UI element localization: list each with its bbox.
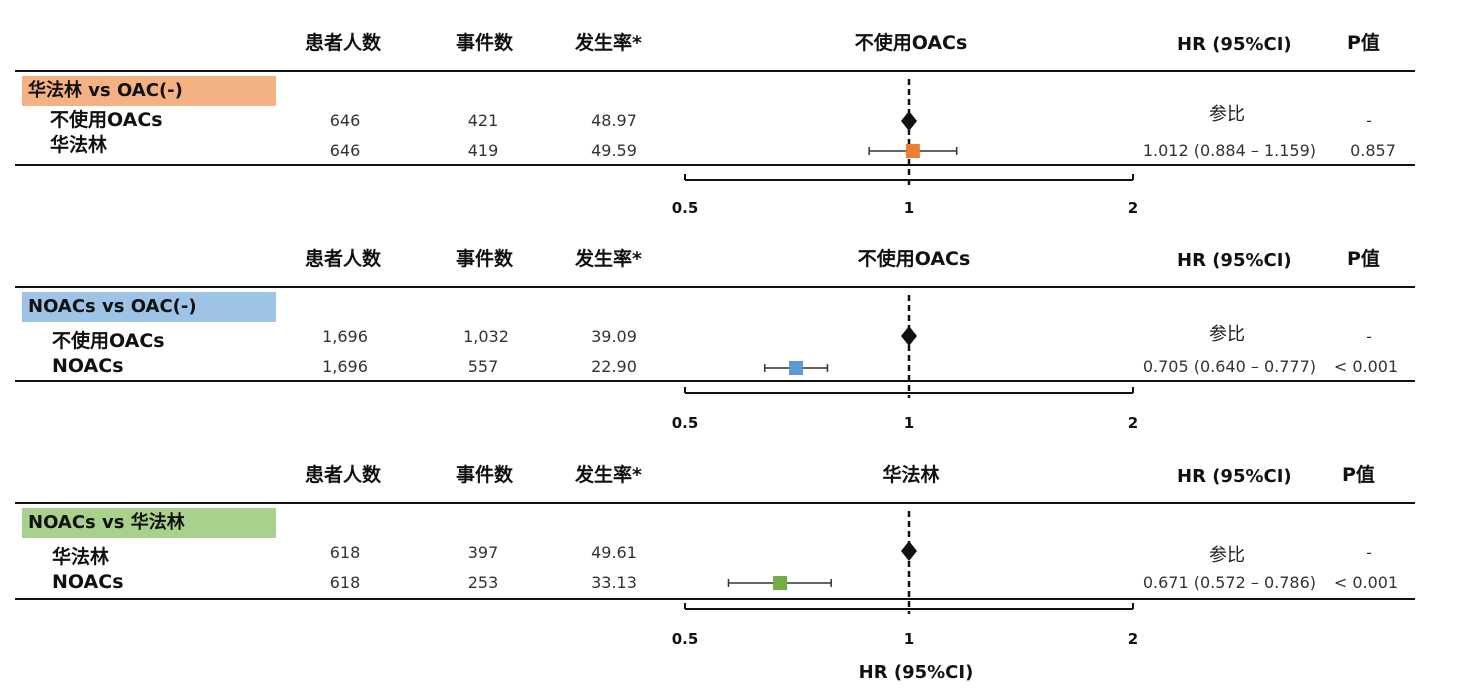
axis-tick-label: 0.5 (671, 630, 699, 648)
cell-rate: 49.61 (591, 543, 637, 562)
row-label-treatment: NOACs (52, 355, 124, 377)
header-events: 事件数 (456, 464, 514, 486)
comparison-band-orange (22, 76, 276, 106)
cell-hr-reference: 参比 (1209, 324, 1245, 345)
comparison-label: NOACs vs OAC(-) (28, 296, 197, 317)
axis-tick-label: 0.5 (671, 414, 699, 432)
axis-tick-label: 1 (903, 630, 915, 648)
comparison-label: 华法林 vs OAC(-) (28, 80, 183, 101)
reference-diamond (901, 111, 917, 131)
header-center-label: 不使用OACs (857, 248, 971, 270)
header-hr: HR (95%CI) (1177, 250, 1292, 271)
forest-panel-3: 患者人数 事件数 发生率* 华法林 HR (95%CI) P值 NOACs vs… (0, 462, 1461, 678)
forest-panel-2: 患者人数 事件数 发生率* 不使用OACs HR (95%CI) P值 NOAC… (0, 246, 1461, 462)
header-hr: HR (95%CI) (1177, 34, 1292, 55)
axis-tick-label: 2 (1127, 199, 1139, 217)
hr-point-marker (773, 576, 788, 590)
axis-tick-label: 2 (1127, 414, 1139, 432)
forest-plot-svg (15, 502, 1415, 614)
header-events: 事件数 (456, 32, 514, 54)
cell-events: 253 (467, 573, 499, 592)
cell-events: 419 (467, 141, 499, 160)
header-rate: 发生率* (575, 464, 642, 486)
forest-plot-svg (15, 286, 1415, 398)
axis-tick-label: 2 (1127, 630, 1139, 648)
header-p: P值 (1347, 32, 1380, 54)
cell-rate: 22.90 (591, 357, 637, 376)
comparison-label: NOACs vs 华法林 (28, 512, 185, 533)
cell-events: 397 (467, 543, 499, 562)
cell-events: 1,032 (463, 327, 509, 346)
forest-plot-svg (15, 70, 1415, 185)
header-events: 事件数 (456, 248, 514, 270)
axis-tick-label: 1 (903, 414, 915, 432)
header-center-label: 华法林 (882, 464, 940, 486)
row-label-reference: 不使用OACs (52, 330, 165, 352)
cell-p: - (1366, 327, 1372, 346)
reference-diamond (901, 326, 917, 346)
cell-patients: 646 (329, 111, 361, 130)
cell-hr: 1.012 (0.884 – 1.159) (1142, 141, 1316, 160)
cell-hr-reference: 参比 (1209, 104, 1245, 125)
header-patients: 患者人数 (305, 248, 382, 270)
row-label-reference: 不使用OACs (50, 109, 163, 131)
header-patients: 患者人数 (305, 32, 382, 54)
cell-rate: 33.13 (591, 573, 637, 592)
axis-tick-label: 0.5 (671, 199, 699, 217)
cell-hr: 0.671 (0.572 – 0.786) (1142, 573, 1316, 592)
header-p: P值 (1347, 248, 1380, 270)
cell-events: 421 (467, 111, 499, 130)
axis-tick-label: 1 (903, 199, 915, 217)
cell-p: - (1366, 111, 1372, 130)
row-label-treatment: NOACs (52, 571, 124, 593)
cell-p: < 0.001 (1333, 357, 1399, 376)
header-center-label: 不使用OACs (854, 32, 968, 54)
header-p: P值 (1342, 464, 1375, 486)
row-label-reference: 华法林 (52, 546, 110, 568)
cell-p: < 0.001 (1333, 573, 1399, 592)
cell-rate: 39.09 (591, 327, 637, 346)
header-rate: 发生率* (575, 248, 642, 270)
cell-p: - (1366, 543, 1372, 562)
hr-point-marker (789, 361, 804, 375)
hr-point-marker (905, 144, 920, 158)
cell-patients: 618 (329, 543, 361, 562)
row-label-treatment: 华法林 (50, 134, 108, 156)
forest-panel-1: 患者人数 事件数 发生率* 不使用OACs HR (95%CI) P值 华法林 … (0, 30, 1461, 246)
cell-patients: 618 (329, 573, 361, 592)
x-axis-title: HR (95%CI) (858, 662, 974, 683)
cell-events: 557 (467, 357, 499, 376)
comparison-band-blue (22, 292, 276, 322)
cell-hr: 0.705 (0.640 – 0.777) (1142, 357, 1316, 376)
cell-p: 0.857 (1350, 141, 1396, 160)
header-hr: HR (95%CI) (1177, 466, 1292, 487)
cell-rate: 49.59 (591, 141, 637, 160)
header-patients: 患者人数 (305, 464, 382, 486)
cell-patients: 646 (329, 141, 361, 160)
comparison-band-green (22, 508, 276, 538)
reference-diamond (901, 541, 917, 561)
header-rate: 发生率* (575, 32, 642, 54)
cell-patients: 1,696 (322, 327, 368, 346)
cell-patients: 1,696 (322, 357, 368, 376)
cell-rate: 48.97 (591, 111, 637, 130)
cell-hr-reference: 参比 (1209, 545, 1245, 566)
